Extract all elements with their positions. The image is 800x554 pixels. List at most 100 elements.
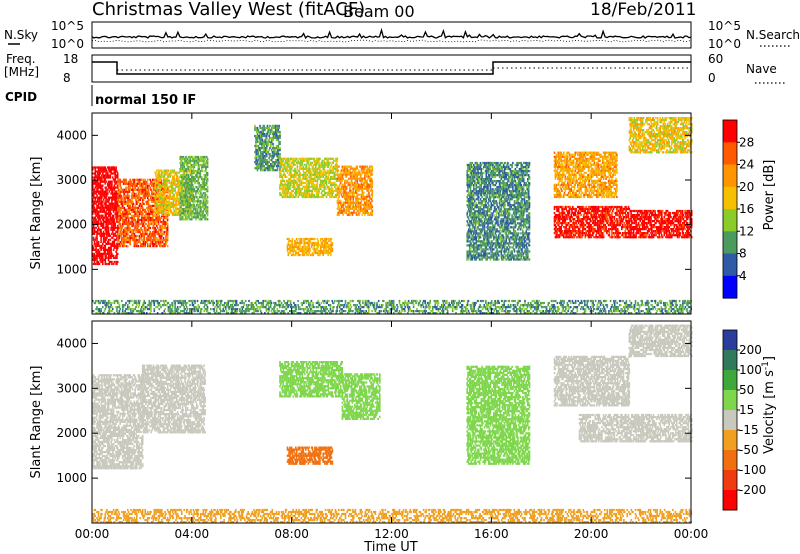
range-cell	[100, 211, 102, 213]
range-cell	[94, 261, 96, 263]
range-cell	[155, 233, 157, 235]
range-cell	[146, 191, 148, 193]
range-cell	[138, 187, 140, 189]
range-cell	[107, 251, 109, 253]
range-cell	[319, 196, 321, 198]
range-cell	[148, 195, 150, 197]
range-cell	[204, 200, 206, 202]
range-cell	[299, 172, 301, 174]
range-cell	[122, 189, 124, 191]
nave-label: Nave	[746, 62, 777, 76]
range-cell	[99, 233, 101, 235]
range-cell	[279, 133, 281, 135]
range-cell	[120, 227, 122, 229]
range-cell	[310, 162, 312, 164]
range-cell	[96, 239, 98, 241]
range-cell	[189, 158, 191, 160]
range-cell	[300, 162, 302, 164]
range-cell	[102, 166, 104, 168]
range-cell	[120, 231, 122, 233]
range-cell	[291, 192, 293, 194]
range-cell	[207, 206, 209, 208]
range-cell	[207, 196, 209, 198]
range-cell	[311, 194, 313, 196]
range-cell	[121, 191, 123, 193]
range-cell	[193, 206, 195, 208]
range-cell	[307, 194, 309, 196]
range-cell	[130, 203, 132, 205]
range-cell	[94, 241, 96, 243]
range-cell	[161, 194, 163, 196]
range-cell	[98, 211, 100, 213]
range-cell	[279, 149, 281, 151]
range-cell	[298, 184, 300, 186]
range-cell	[148, 229, 150, 231]
range-cell	[165, 235, 167, 237]
range-cell	[122, 207, 124, 209]
range-cell	[139, 189, 141, 191]
range-cell	[110, 174, 112, 176]
range-cell	[276, 147, 278, 149]
range-cell	[255, 161, 257, 163]
range-cell	[131, 195, 133, 197]
range-cell	[153, 233, 155, 235]
range-cell	[206, 156, 208, 158]
range-cell	[145, 183, 147, 185]
range-cell	[193, 194, 195, 196]
range-cell	[195, 214, 197, 216]
range-cell	[317, 184, 319, 186]
range-cell	[105, 181, 107, 183]
range-cell	[105, 183, 107, 185]
range-cell	[196, 196, 198, 198]
range-cell	[104, 253, 106, 255]
range-cell	[306, 180, 308, 182]
range-cell	[184, 166, 186, 168]
range-cell	[311, 158, 313, 160]
range-cell	[117, 253, 119, 255]
range-cell	[131, 223, 133, 225]
range-cell	[134, 211, 136, 213]
range-cell	[156, 194, 158, 196]
range-cell	[188, 160, 190, 162]
range-cell	[159, 239, 161, 241]
range-cell	[130, 217, 132, 219]
range-cell	[124, 181, 126, 183]
range-cell	[198, 200, 200, 202]
range-cell	[96, 257, 98, 259]
range-cell	[183, 190, 185, 192]
range-cell	[94, 189, 96, 191]
range-cell	[134, 181, 136, 183]
range-cell	[315, 172, 317, 174]
range-cell	[147, 187, 149, 189]
range-cell	[152, 241, 154, 243]
range-cell	[204, 180, 206, 182]
range-cell	[140, 213, 142, 215]
range-cell	[197, 214, 199, 216]
range-cell	[307, 192, 309, 194]
range-cell	[201, 218, 203, 220]
range-cell	[201, 168, 203, 170]
range-cell	[155, 231, 157, 233]
range-cell	[106, 235, 108, 237]
range-cell	[95, 197, 97, 199]
range-cell	[111, 253, 113, 255]
range-cell	[108, 243, 110, 245]
range-cell	[98, 221, 100, 223]
range-cell	[203, 206, 205, 208]
range-cell	[152, 221, 154, 223]
range-cell	[129, 187, 131, 189]
range-cell	[283, 174, 285, 176]
range-cell	[187, 158, 189, 160]
range-cell	[111, 183, 113, 185]
range-cell	[263, 165, 265, 167]
range-cell	[153, 245, 155, 247]
range-cell	[185, 188, 187, 190]
range-cell	[102, 259, 104, 261]
range-cell	[194, 200, 196, 202]
range-cell	[93, 249, 95, 251]
range-cell	[120, 207, 122, 209]
range-cell	[110, 223, 112, 225]
range-cell	[167, 208, 169, 210]
range-cell	[299, 182, 301, 184]
range-cell	[129, 179, 131, 181]
